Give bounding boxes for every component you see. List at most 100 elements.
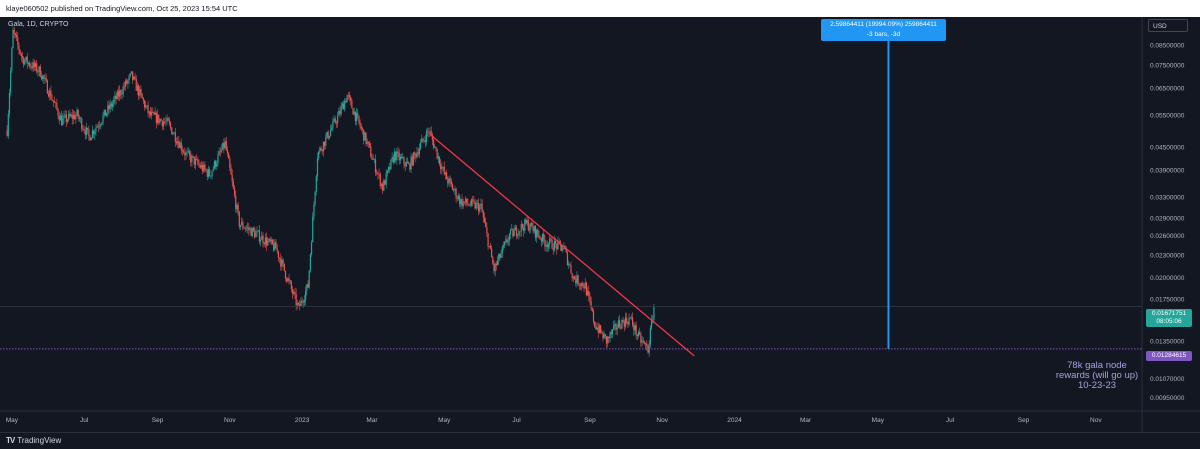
candle-body	[416, 152, 418, 158]
candle-body	[120, 90, 122, 95]
candle-body	[333, 118, 335, 122]
candle-body	[203, 164, 205, 172]
candle-body	[11, 48, 13, 71]
candle-body	[104, 109, 107, 116]
candle-body	[249, 228, 251, 230]
candle-body	[29, 62, 31, 67]
candle-body	[646, 344, 648, 347]
x-tick-label: Mar	[800, 417, 812, 424]
candle-body	[164, 121, 166, 123]
candle-body	[13, 29, 15, 34]
candle-body	[422, 138, 424, 141]
candle-body	[83, 129, 85, 131]
candle-body	[577, 275, 579, 285]
candle-body	[355, 112, 358, 121]
candle-body	[322, 141, 325, 152]
candle-body	[459, 196, 461, 205]
candle-body	[411, 156, 413, 166]
candle-body	[328, 135, 330, 139]
candle-body	[114, 95, 116, 100]
candle-body	[592, 310, 595, 322]
candle-body	[110, 103, 112, 107]
candle-body	[17, 37, 19, 45]
candle-body	[629, 317, 631, 319]
tradingview-logo[interactable]: TV TradingView	[6, 436, 61, 445]
candle-body	[494, 263, 496, 272]
candle-body	[219, 151, 221, 152]
candle-body	[100, 124, 102, 126]
candle-body	[124, 80, 127, 87]
candle-body	[283, 263, 285, 271]
measurement-bars: -3 bars, -3d	[866, 31, 901, 38]
candle-body	[70, 114, 72, 117]
candle-body	[168, 120, 171, 124]
candle-body	[489, 245, 492, 249]
candle-body	[152, 111, 154, 113]
price-chart[interactable]: 0.08500000 0.07500000 0.06500000 0.05500000…	[0, 17, 1200, 432]
candle-body	[199, 164, 201, 168]
candle-body	[307, 284, 309, 288]
candle-body	[215, 161, 217, 167]
candle-body	[257, 230, 259, 232]
y-axis: 0.08500000 0.07500000 0.06500000 0.05500000…	[1150, 42, 1185, 402]
candle-body	[37, 71, 39, 73]
candle-body	[539, 237, 541, 239]
candle-body	[153, 111, 155, 115]
candle-body	[260, 239, 262, 242]
candle-body	[15, 35, 18, 38]
candle-body	[493, 263, 495, 272]
candle-body	[374, 159, 377, 173]
candle-body	[334, 118, 336, 123]
text-annotation: 78k gala node rewards (will go up) 10-23…	[1032, 361, 1162, 391]
candle-body	[10, 70, 12, 93]
candle-body	[297, 303, 300, 305]
x-tick-label: 2024	[727, 417, 742, 424]
candle-body	[262, 235, 264, 244]
candle-body	[318, 151, 320, 159]
candle-body	[578, 284, 580, 286]
candle-body	[463, 201, 465, 203]
candle-body	[611, 329, 614, 335]
candle-body	[269, 238, 271, 242]
candle-body	[639, 332, 641, 335]
candle-body	[641, 340, 643, 343]
candle-body	[652, 319, 654, 321]
y-tick-label: 0.08500000	[1150, 42, 1185, 49]
candle-body	[481, 203, 483, 212]
candle-body	[14, 33, 17, 36]
candle-body	[61, 115, 63, 126]
candle-body	[560, 245, 563, 251]
candle-body	[261, 235, 263, 240]
candle-body	[158, 114, 160, 123]
candle-body	[107, 105, 109, 113]
candle-body	[209, 169, 211, 177]
candle-body	[385, 173, 387, 185]
currency-selector[interactable]: USD	[1148, 19, 1188, 32]
candle-body	[7, 113, 9, 136]
candle-body	[71, 114, 73, 119]
candle-body	[550, 238, 552, 240]
candle-body	[174, 132, 176, 142]
candle-body	[175, 141, 178, 144]
candle-body	[357, 112, 359, 117]
candle-body	[572, 276, 574, 279]
candle-body	[377, 173, 379, 175]
candle-body	[553, 240, 556, 251]
candle-body	[295, 293, 297, 306]
candle-body	[36, 63, 38, 72]
candle-body	[81, 118, 83, 130]
candle-body	[531, 222, 533, 227]
candle-body	[650, 319, 653, 328]
candle-body	[390, 159, 392, 170]
candle-body	[145, 105, 147, 108]
candle-body	[39, 66, 41, 77]
candle-body	[136, 85, 139, 91]
candle-body	[402, 156, 404, 159]
x-tick-label: Jul	[80, 417, 89, 424]
candle-body	[461, 199, 463, 207]
candle-body	[576, 275, 578, 284]
candle-body	[647, 346, 649, 353]
candle-body	[487, 233, 489, 247]
candle-body	[178, 141, 180, 148]
candle-body	[78, 117, 80, 119]
